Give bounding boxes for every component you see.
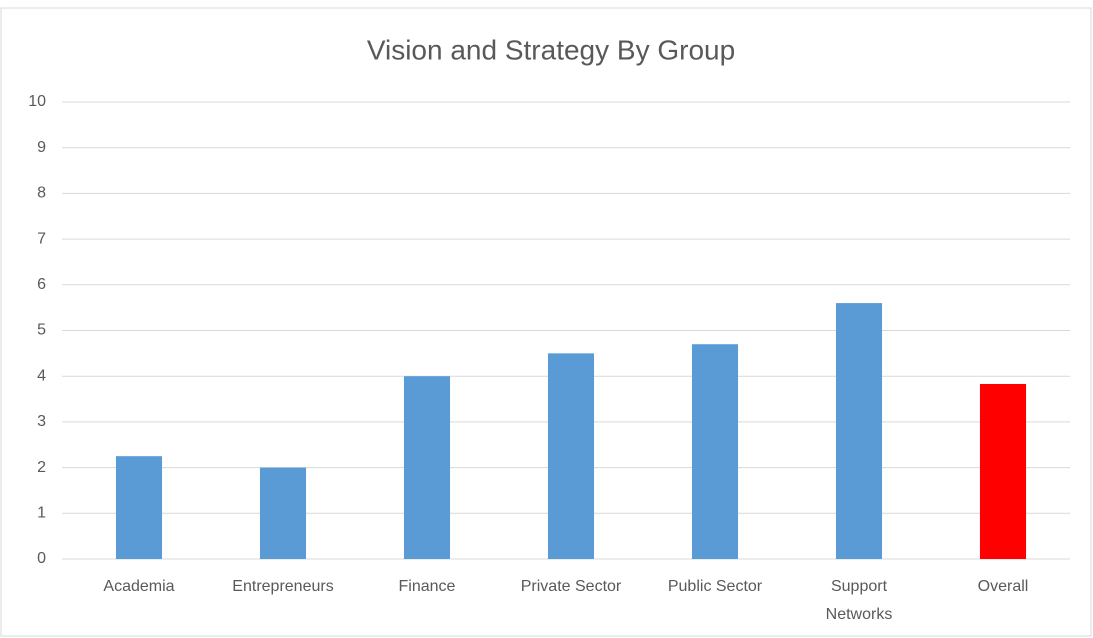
y-tick-label: 10 xyxy=(28,93,46,110)
bar xyxy=(115,456,163,559)
bar xyxy=(403,376,451,559)
chart-title: Vision and Strategy By Group xyxy=(367,34,735,65)
y-tick-label: 1 xyxy=(37,505,46,522)
y-tick-label: 3 xyxy=(37,413,46,430)
x-tick-label: Academia xyxy=(103,578,175,595)
x-tick-label: Entrepreneurs xyxy=(232,578,334,595)
x-tick-label: Private Sector xyxy=(520,578,622,595)
x-tick-label: Support Networks xyxy=(825,578,893,623)
x-tick-label: Public Sector xyxy=(667,578,763,595)
y-tick-label: 4 xyxy=(37,367,46,384)
x-tick-label: Finance xyxy=(398,578,456,595)
y-tick-label: 5 xyxy=(37,322,46,339)
bar xyxy=(979,383,1027,559)
chart-frame xyxy=(0,7,1092,637)
y-tick-label: 2 xyxy=(37,459,46,476)
y-tick-label: 7 xyxy=(37,230,46,247)
bar xyxy=(691,344,739,559)
y-tick-label: 0 xyxy=(37,550,46,567)
y-tick-label: 8 xyxy=(37,185,46,202)
bar xyxy=(835,303,883,559)
x-tick-label: Overall xyxy=(977,578,1029,595)
bar xyxy=(259,467,307,559)
y-tick-label: 6 xyxy=(37,276,46,293)
y-tick-label: 9 xyxy=(37,139,46,156)
bar xyxy=(547,353,595,559)
